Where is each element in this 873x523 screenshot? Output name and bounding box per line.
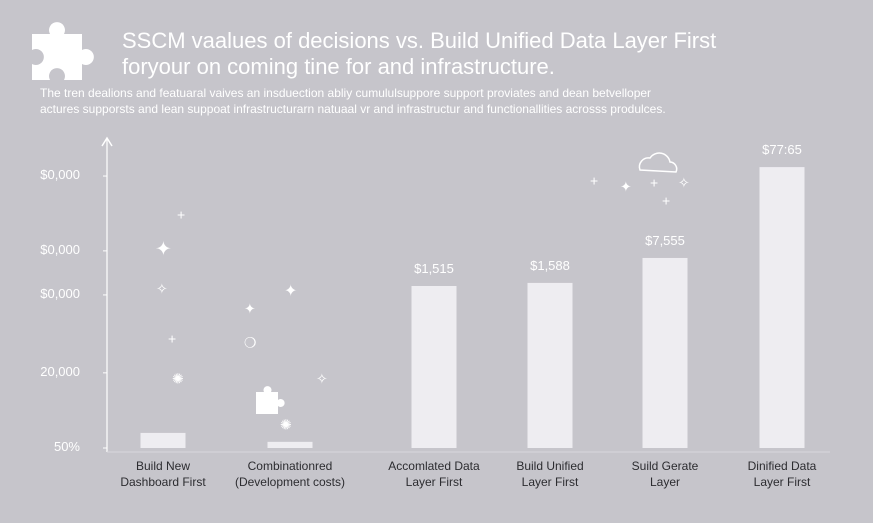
bar — [411, 285, 457, 448]
svg-text:✦: ✦ — [155, 238, 172, 260]
svg-text:❍: ❍ — [244, 335, 257, 351]
x-tick-label: Build New Dashboard First — [120, 459, 206, 489]
bar — [140, 432, 186, 448]
y-tick-label: $0,000 — [40, 286, 80, 301]
bar — [759, 167, 805, 448]
svg-text:✧: ✧ — [316, 371, 328, 387]
bar — [527, 282, 573, 448]
svg-text:✦: ✦ — [244, 301, 256, 317]
svg-text:+: + — [177, 207, 185, 223]
value-label: $1,515 — [414, 261, 454, 276]
chart-title: SSCM vaalues of decisions vs. Build Unif… — [122, 28, 716, 79]
value-label: $1,588 — [530, 258, 570, 273]
chart-subtitle: The tren dealions and featuaral vaives a… — [40, 86, 666, 116]
svg-text:+: + — [650, 175, 658, 191]
y-tick-label: $0,000 — [40, 242, 80, 257]
bar — [642, 257, 688, 448]
y-tick-label: $0,000 — [40, 167, 80, 182]
decorations: + ✦ ✧ + ✺ ✦ ✦ ❍ ✧ ✺ + ✦ + ✧ + — [155, 152, 690, 433]
svg-text:+: + — [662, 193, 670, 209]
y-tick-label: 20,000 — [40, 364, 80, 379]
svg-text:✦: ✦ — [284, 283, 297, 300]
svg-text:+: + — [168, 331, 176, 347]
y-tick-label: 50% — [54, 439, 80, 454]
svg-text:✺: ✺ — [280, 417, 292, 433]
svg-text:✧: ✧ — [156, 281, 168, 297]
x-tick-label: Build Unified Layer First — [516, 459, 583, 489]
x-tick-label: Dinified Data Layer First — [748, 459, 817, 489]
x-tick-label: Suild Gerate Layer — [632, 459, 699, 489]
axis-arrow — [101, 136, 113, 147]
svg-text:+: + — [590, 173, 598, 189]
value-label: $7,555 — [645, 233, 685, 248]
x-tick-label: Combinationred (Development costs) — [235, 459, 345, 489]
svg-text:✧: ✧ — [678, 175, 690, 191]
value-label: $77:65 — [762, 143, 802, 158]
x-tick-label: Accomlated Data Layer First — [388, 459, 480, 489]
puzzle-icon — [32, 22, 94, 81]
svg-text:✦: ✦ — [620, 179, 632, 195]
bar — [267, 441, 313, 448]
svg-text:✺: ✺ — [172, 371, 184, 387]
